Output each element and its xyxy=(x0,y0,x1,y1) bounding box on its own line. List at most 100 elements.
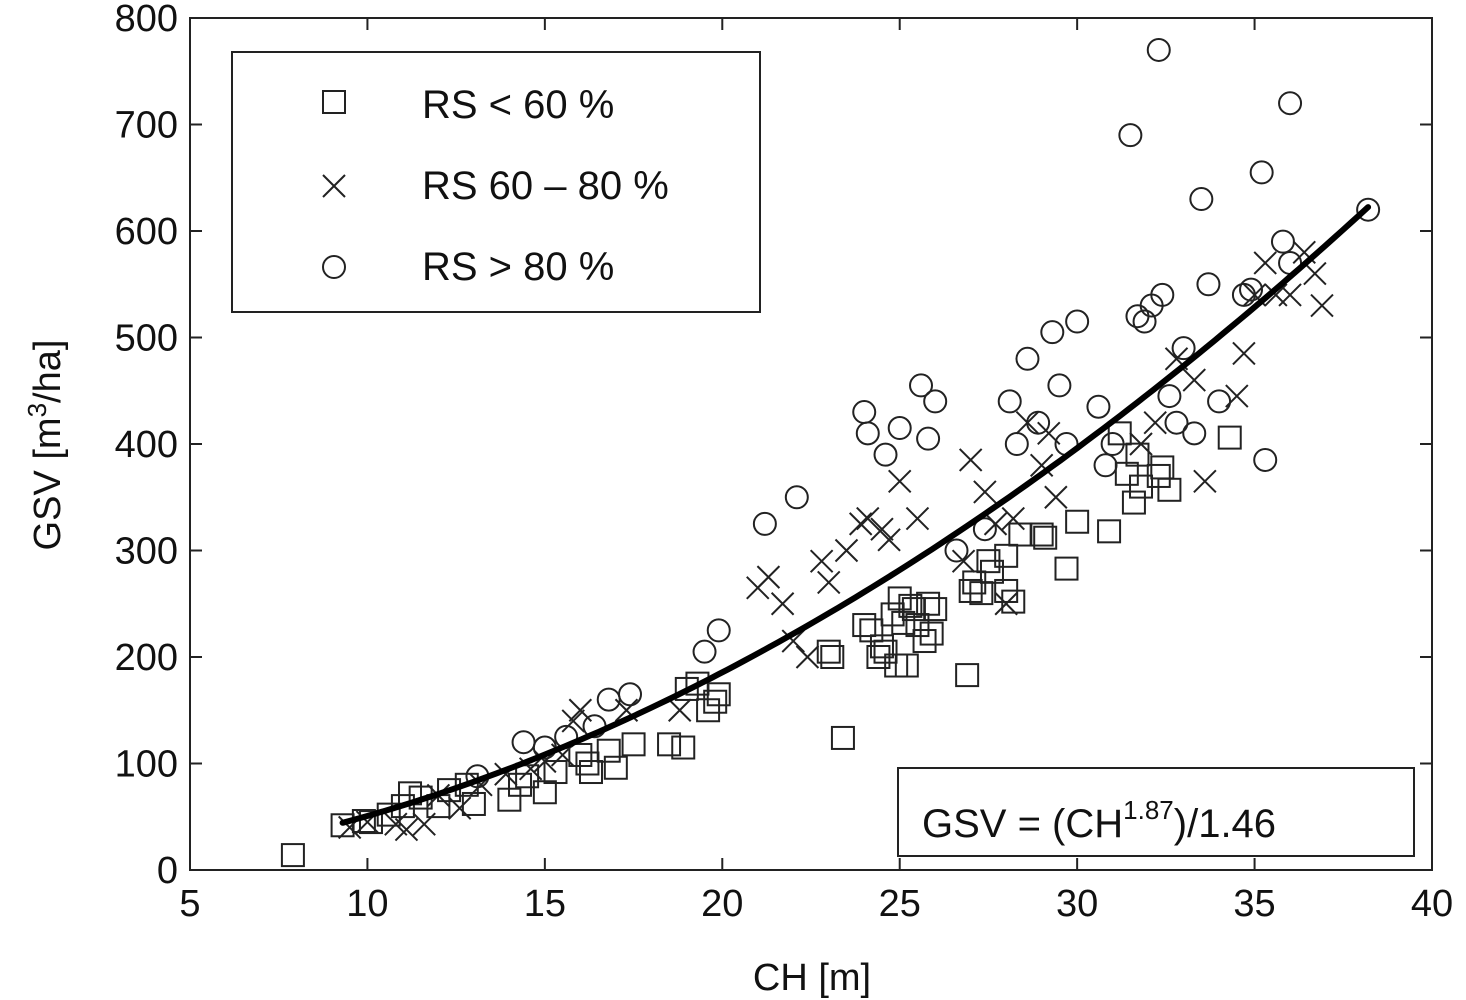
point-rs-60-80 xyxy=(834,538,859,563)
point-rs-60-80 xyxy=(809,549,834,573)
point-rs-lt-60 xyxy=(869,634,894,659)
point-rs-lt-60 xyxy=(852,613,877,638)
point-rs-lt-60 xyxy=(912,629,937,654)
point-rs-60-80 xyxy=(1303,261,1327,286)
fit-curve xyxy=(339,204,1372,826)
x-tick-label: 25 xyxy=(879,883,921,925)
point-rs-60-80 xyxy=(1310,293,1334,318)
point-rs-gt-80 xyxy=(1278,91,1303,116)
point-rs-60-80 xyxy=(1001,506,1025,531)
point-rs-lt-60 xyxy=(657,732,682,757)
point-rs-60-80 xyxy=(1029,453,1054,478)
point-rs-60-80 xyxy=(1182,368,1206,392)
y-tick-label: 700 xyxy=(115,105,178,147)
formula-prefix: GSV = (CH xyxy=(922,802,1123,846)
point-rs-lt-60 xyxy=(1065,509,1090,534)
y-axis-label-suffix: /ha] xyxy=(27,340,69,403)
point-rs-gt-80 xyxy=(1253,447,1278,472)
point-rs-gt-80 xyxy=(1157,384,1182,409)
point-rs-gt-80 xyxy=(1026,410,1051,435)
x-tick-label: 10 xyxy=(346,883,388,925)
point-rs-lt-60 xyxy=(820,645,845,669)
point-rs-gt-80 xyxy=(1239,277,1264,302)
point-rs-lt-60 xyxy=(280,843,305,868)
point-rs-60-80 xyxy=(877,528,901,552)
point-rs-60-80 xyxy=(1129,432,1153,456)
point-rs-60-80 xyxy=(1278,283,1302,307)
point-rs-gt-80 xyxy=(1196,272,1221,297)
point-rs-lt-60 xyxy=(1033,525,1058,550)
x-axis-label: CH [m] xyxy=(753,957,871,999)
point-rs-lt-60 xyxy=(1125,442,1150,467)
point-rs-60-80 xyxy=(781,629,805,653)
point-rs-60-80 xyxy=(561,709,585,733)
point-rs-gt-80 xyxy=(997,389,1022,414)
point-rs-60-80 xyxy=(412,812,436,836)
legend-label-rs-gt-80: RS > 80 % xyxy=(422,245,614,289)
point-rs-60-80 xyxy=(973,480,997,504)
x-tick-label: 5 xyxy=(179,883,200,925)
point-rs-60-80 xyxy=(1044,485,1068,509)
y-tick-label: 0 xyxy=(157,850,178,892)
point-rs-lt-60 xyxy=(703,689,728,714)
point-rs-gt-80 xyxy=(1086,394,1111,419)
point-rs-gt-80 xyxy=(1065,309,1090,334)
x-tick-label: 15 xyxy=(524,883,566,925)
point-rs-60-80 xyxy=(1143,410,1167,435)
point-rs-gt-80 xyxy=(972,517,997,542)
point-rs-lt-60 xyxy=(706,682,731,707)
point-rs-lt-60 xyxy=(437,778,462,803)
point-rs-lt-60 xyxy=(916,591,941,616)
point-rs-lt-60 xyxy=(671,735,696,760)
point-rs-lt-60 xyxy=(898,593,923,618)
x-axis-ticks: 5 10 15 20 25 30 35 40 xyxy=(179,18,1453,925)
x-tick-label: 20 xyxy=(701,883,743,925)
point-rs-gt-80 xyxy=(618,682,643,707)
point-rs-lt-60 xyxy=(1217,425,1242,450)
point-rs-lt-60 xyxy=(358,810,383,835)
x-tick-label: 35 xyxy=(1233,883,1275,925)
formula-annotation: GSV = (CH1.87)/1.46 xyxy=(897,767,1415,857)
point-rs-gt-80 xyxy=(752,511,777,536)
point-rs-gt-80 xyxy=(1207,389,1232,414)
y-axis-label: GSV [m3/ha] xyxy=(22,340,69,551)
formula-suffix: )/1.46 xyxy=(1174,802,1276,846)
point-rs-gt-80 xyxy=(855,421,880,446)
point-rs-gt-80 xyxy=(852,400,877,425)
point-rs-60-80 xyxy=(756,565,781,589)
point-rs-lt-60 xyxy=(979,559,1004,584)
y-axis-label-sup: 3 xyxy=(22,403,52,417)
point-rs-gt-80 xyxy=(1171,336,1196,361)
point-rs-60-80 xyxy=(1193,469,1217,493)
point-rs-60-80 xyxy=(1232,341,1256,366)
x-tick-label: 30 xyxy=(1056,883,1098,925)
point-rs-60-80 xyxy=(870,517,894,541)
point-rs-60-80 xyxy=(667,698,692,722)
legend: RS < 60 % RS 60 – 80 % RS > 80 % xyxy=(231,51,761,313)
point-rs-lt-60 xyxy=(923,597,948,622)
point-rs-gt-80 xyxy=(923,389,948,414)
y-tick-label: 200 xyxy=(115,637,178,679)
point-rs-lt-60 xyxy=(596,738,621,763)
y-axis-label-prefix: GSV [m xyxy=(27,417,69,550)
point-rs-lt-60 xyxy=(830,725,855,750)
y-tick-label: 400 xyxy=(115,424,178,466)
formula-text: GSV = (CH1.87)/1.46 xyxy=(922,795,1276,846)
point-rs-gt-80 xyxy=(1150,282,1175,307)
point-rs-gt-80 xyxy=(1118,123,1143,148)
point-rs-gt-80 xyxy=(1040,320,1065,345)
y-tick-label: 600 xyxy=(115,211,178,253)
point-rs-60-80 xyxy=(951,549,976,573)
point-rs-60-80 xyxy=(1253,251,1277,275)
formula-exponent: 1.87 xyxy=(1123,795,1174,825)
point-rs-lt-60 xyxy=(1157,477,1182,502)
point-rs-gt-80 xyxy=(1004,432,1029,456)
legend-label-rs-60-80: RS 60 – 80 % xyxy=(422,164,669,208)
point-rs-lt-60 xyxy=(1029,522,1054,547)
point-rs-gt-80 xyxy=(706,618,731,643)
point-rs-gt-80 xyxy=(1125,304,1150,329)
x-tick-label: 40 xyxy=(1411,883,1453,925)
point-rs-lt-60 xyxy=(1054,556,1079,581)
point-rs-60-80 xyxy=(848,512,873,536)
